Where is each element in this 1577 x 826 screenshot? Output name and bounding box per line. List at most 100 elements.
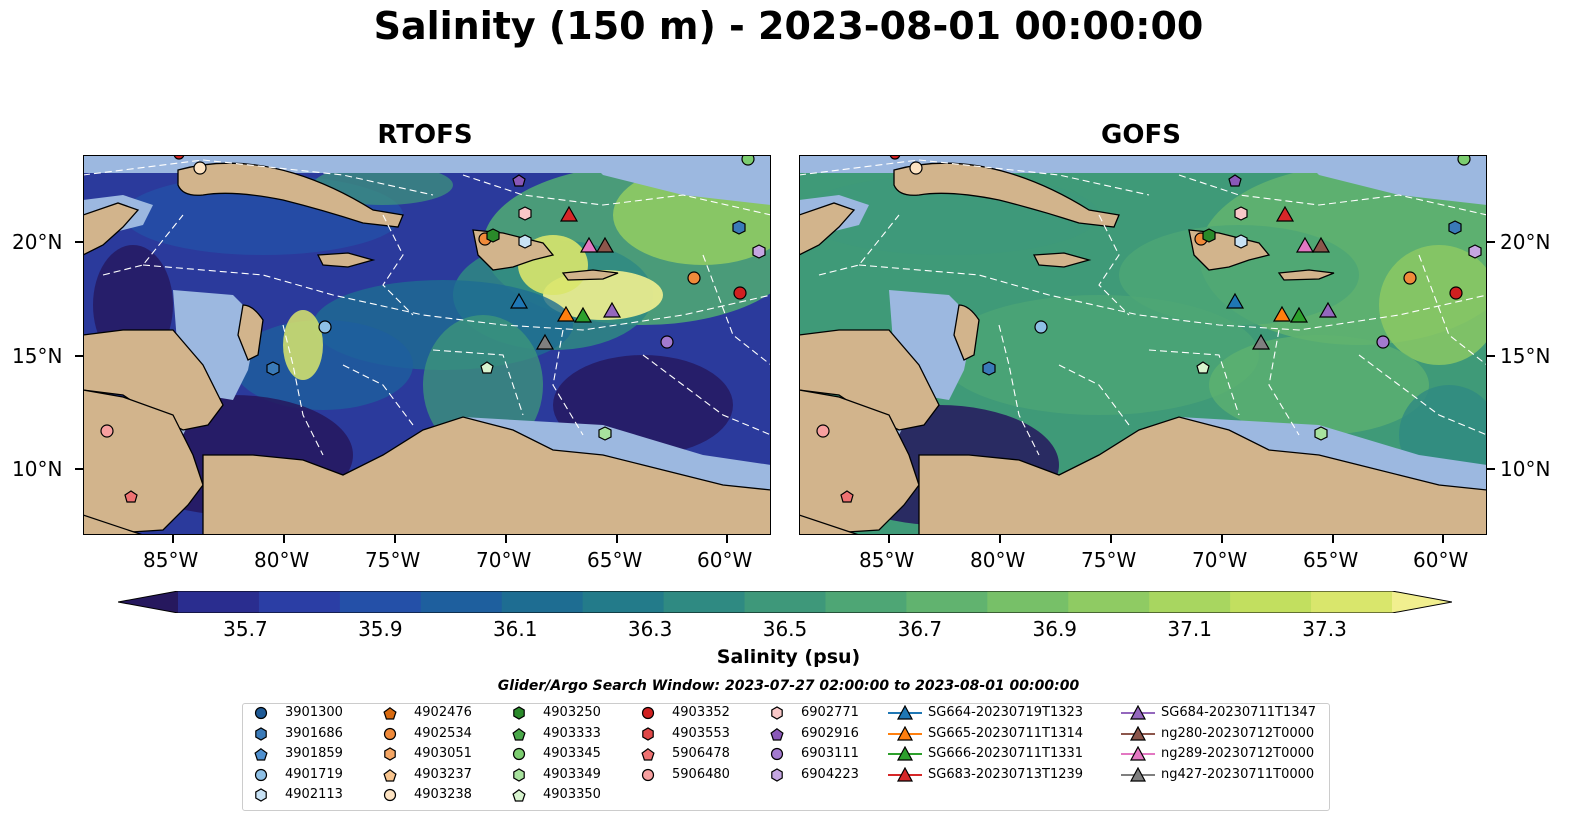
lat-label-15n-left: 15°N [12, 344, 63, 368]
colorbar-bin [663, 591, 746, 613]
lat-label-20n-left: 20°N [12, 230, 63, 254]
legend-item-label: 5906478 [672, 746, 730, 761]
hexagon-marker-icon [642, 726, 654, 741]
triangle-marker-icon [888, 766, 922, 782]
legend-item-label: ng280-20230712T0000 [1161, 725, 1315, 741]
legend-item-label: 4903352 [672, 705, 730, 720]
colorbar-tick-label: 37.3 [1302, 617, 1347, 641]
triangle-marker-icon [888, 705, 922, 720]
legend-item-label: 6902771 [801, 705, 859, 720]
lon-label-60w-left: 60°W [697, 548, 753, 572]
hexagon-marker-icon [513, 767, 525, 782]
legend-item-label: 4902113 [285, 787, 343, 802]
hexagon-marker-icon [255, 788, 267, 802]
pentagon-marker-icon [512, 789, 526, 802]
legend-item-label: SG665-20230711T1314 [928, 725, 1084, 741]
legend-item-label: 4903345 [543, 746, 601, 761]
figure-title: Salinity (150 m) - 2023-08-01 00:00:00 [373, 4, 1204, 48]
colorbar-bin [825, 591, 907, 613]
lat-label-15n-right: 15°N [1500, 344, 1551, 368]
legend-item-label: 4902476 [414, 705, 472, 720]
circle-marker-icon [383, 788, 397, 802]
lon-label-60w-right: 60°W [1413, 548, 1469, 572]
circle-marker-icon [512, 747, 526, 761]
map-panel-rtofs [83, 155, 771, 535]
colorbar-tick-label: 36.7 [897, 617, 943, 641]
lon-label-80w-left: 80°W [254, 548, 310, 572]
legend-item-label: 4903333 [543, 725, 601, 741]
pentagon-marker-icon [383, 768, 397, 782]
legend-item-label: 4903349 [543, 766, 601, 782]
colorbar-tick-label: 35.7 [223, 617, 268, 641]
triangle-marker-icon [1121, 725, 1155, 741]
legend-item-label: SG664-20230719T1323 [928, 705, 1084, 720]
colorbar-tick-label: 36.3 [627, 617, 673, 641]
lon-label-75w-left: 75°W [365, 548, 421, 572]
colorbar-bin [906, 591, 988, 613]
legend-item-label: 5906480 [672, 766, 730, 782]
legend-item-label: 3901686 [285, 725, 343, 741]
pentagon-marker-icon [512, 727, 526, 741]
lon-label-70w-left: 70°W [476, 548, 532, 572]
legend-item-label: 6903111 [801, 746, 859, 761]
colorbar-extend-min [118, 591, 178, 613]
legend-item-label: 3901859 [285, 746, 343, 761]
colorbar-extend-max [1392, 591, 1452, 613]
triangle-marker-icon [888, 725, 922, 741]
colorbar-bin [1068, 591, 1150, 613]
colorbar-tick-label: 36.1 [492, 617, 538, 641]
panel-title-rtofs: RTOFS [377, 120, 473, 150]
legend-item-label: SG684-20230711T1347 [1161, 705, 1317, 720]
colorbar-bin [582, 591, 665, 613]
triangle-marker-icon [1121, 705, 1155, 720]
legend-item-label: 4903051 [414, 746, 472, 761]
colorbar-bin [1230, 591, 1312, 613]
colorbar-bin [1311, 591, 1393, 613]
legend-item-label: 4903237 [414, 766, 472, 782]
pentagon-marker-icon [383, 707, 397, 720]
pentagon-marker-icon [254, 748, 268, 761]
legend-item-label: 3901300 [285, 705, 343, 720]
lon-label-80w-right: 80°W [970, 548, 1026, 572]
colorbar [118, 591, 1452, 613]
legend-item-label: 4903250 [543, 705, 601, 720]
hexagon-marker-icon [384, 747, 396, 761]
colorbar-bin [987, 591, 1069, 613]
legend-item-label: 4903553 [672, 725, 730, 741]
legend-item-label: ng427-20230711T0000 [1161, 766, 1315, 782]
hexagon-marker-icon [771, 706, 783, 720]
colorbar-label: Salinity (psu) [716, 646, 861, 668]
lat-label-20n-right: 20°N [1500, 230, 1551, 254]
legend [242, 703, 1330, 811]
colorbar-bin [501, 591, 584, 613]
hexagon-marker-icon [255, 726, 267, 741]
legend-item-label: ng289-20230712T0000 [1161, 746, 1315, 761]
legend-item-label: SG683-20230713T1239 [928, 766, 1084, 782]
pentagon-marker-icon [641, 748, 655, 761]
colorbar-tick-label: 37.1 [1167, 617, 1212, 641]
lat-label-10n-right: 10°N [1500, 457, 1551, 481]
circle-marker-icon [254, 768, 268, 781]
triangle-marker-icon [1121, 766, 1155, 782]
lon-label-85w-right: 85°W [859, 548, 915, 572]
legend-item-label: SG666-20230711T1331 [928, 746, 1084, 761]
circle-marker-icon [770, 747, 784, 761]
lon-label-65w-left: 65°W [587, 548, 643, 572]
colorbar-tick-label: 36.5 [762, 617, 808, 641]
circle-marker-icon [254, 706, 268, 720]
colorbar-bin [744, 591, 826, 613]
colorbar-bin [178, 591, 260, 613]
colorbar-bin [258, 591, 341, 613]
lat-label-10n-left: 10°N [12, 457, 63, 481]
triangle-marker-icon [1121, 746, 1155, 761]
legend-item-label: 6902916 [801, 725, 859, 741]
legend-item-label: 6904223 [801, 766, 859, 782]
triangle-marker-icon [888, 746, 922, 761]
legend-item-label: 4903238 [414, 787, 472, 802]
lon-label-65w-right: 65°W [1303, 548, 1359, 572]
legend-item-label: 4901719 [285, 766, 343, 782]
hexagon-marker-icon [513, 706, 525, 720]
colorbar-bin [1149, 591, 1231, 613]
map-panel-gofs [799, 155, 1487, 535]
